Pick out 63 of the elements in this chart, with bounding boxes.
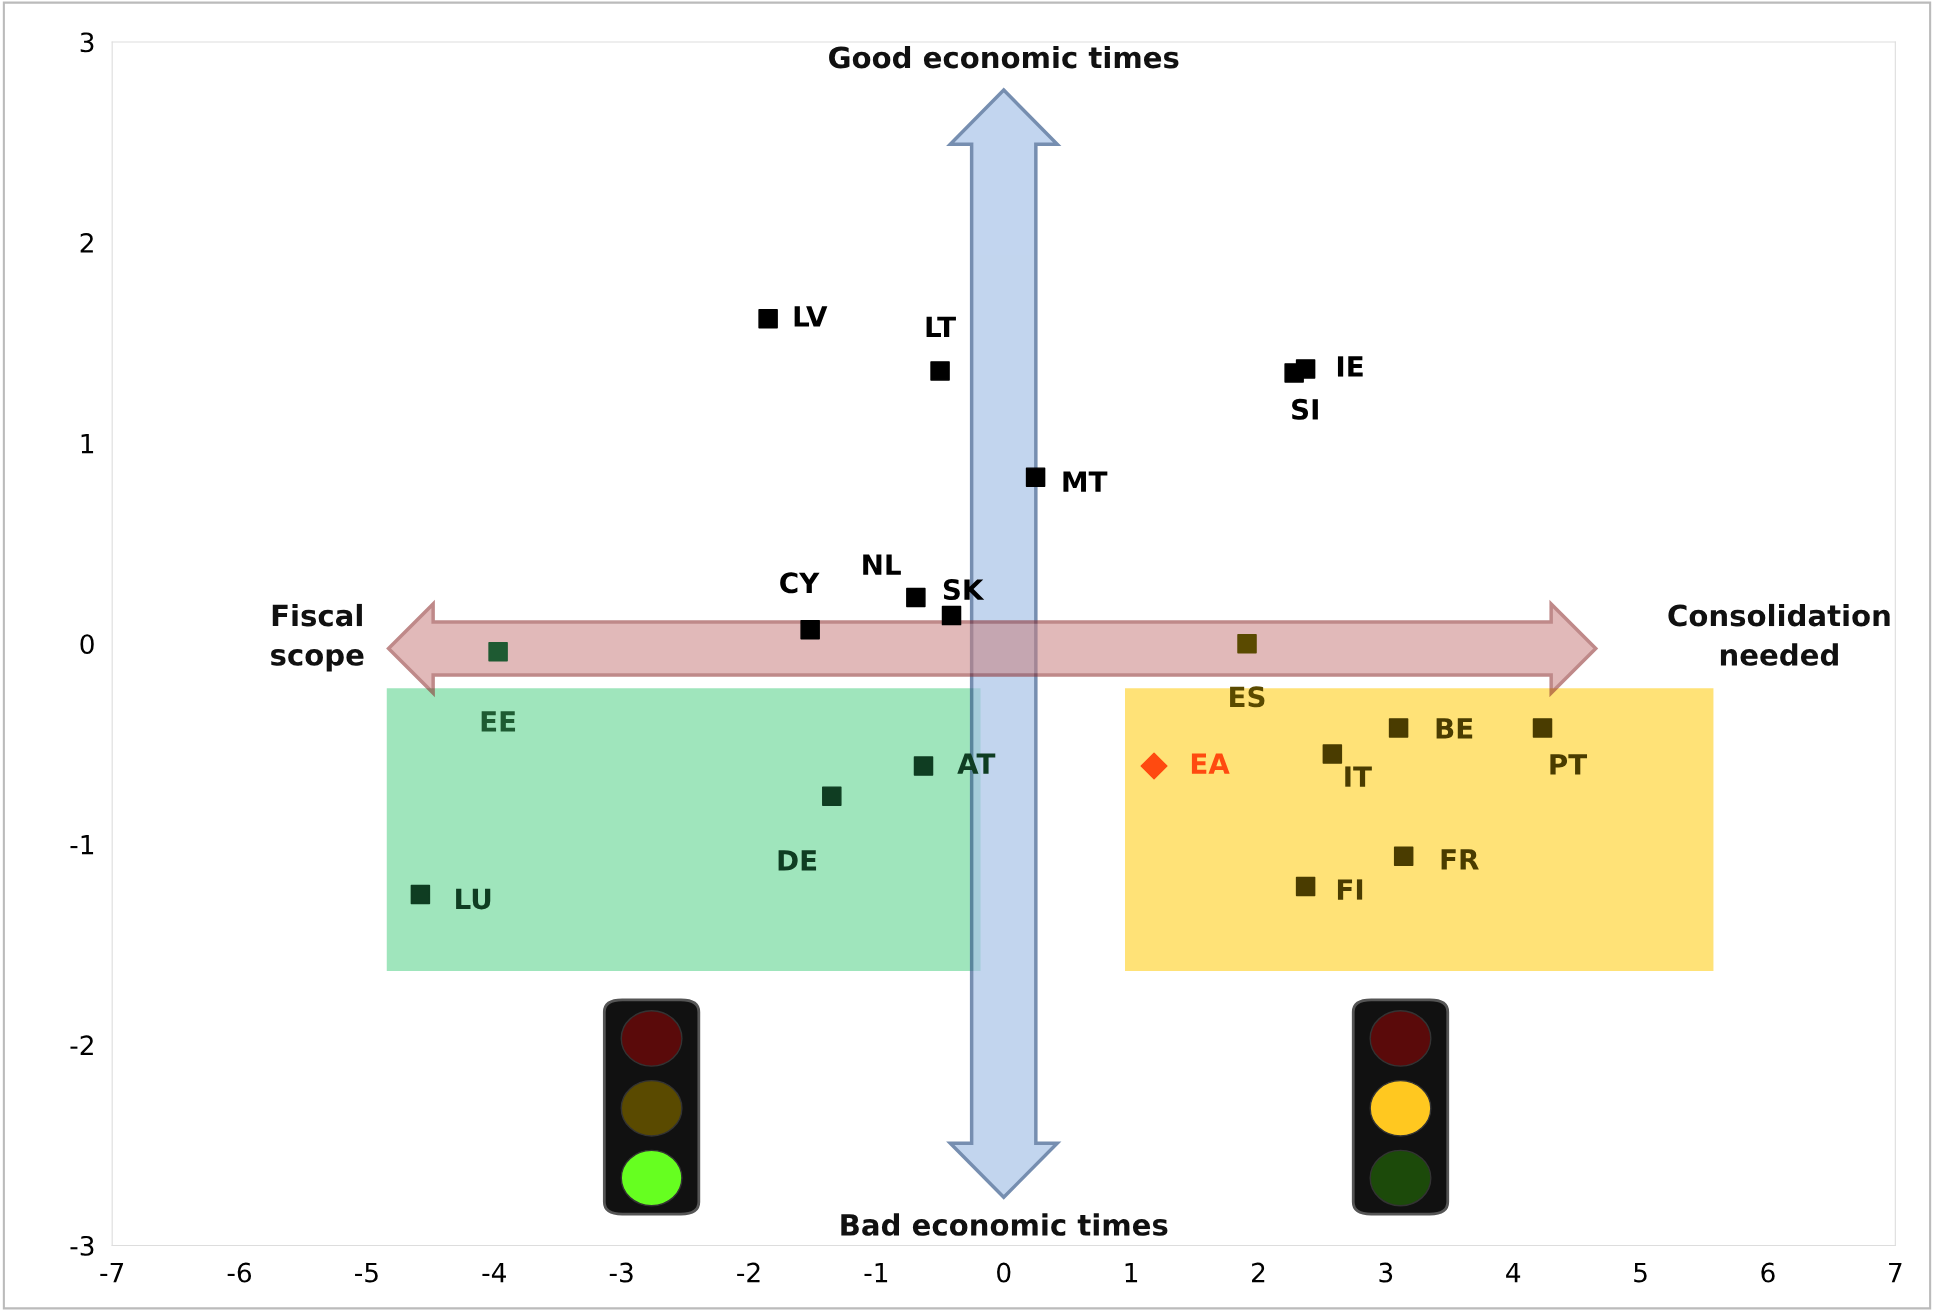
point: [1388, 718, 1409, 738]
y-tick-label: -1: [70, 835, 94, 855]
point: [1237, 633, 1257, 654]
point: [1025, 467, 1046, 487]
x-tick-label: -3: [609, 1262, 633, 1283]
series-label: SI: [1292, 398, 1318, 420]
point: [800, 619, 820, 640]
series-label: LV: [794, 306, 828, 327]
annotation: Good economic times: [829, 45, 1179, 69]
annotation: Fiscal scope: [271, 603, 364, 672]
series-label: PT: [1550, 754, 1588, 775]
series-label: ES: [1230, 686, 1265, 708]
y-tick-label: -2: [70, 1035, 93, 1055]
x-tick-label: -4: [482, 1262, 506, 1283]
point: [913, 756, 934, 776]
series-label: BE: [1436, 718, 1473, 739]
x-tick-label: 6: [1761, 1262, 1775, 1283]
series-label: AT: [957, 753, 996, 774]
x-tick-label: 4: [1506, 1262, 1521, 1283]
annotation: Consolidation needed: [1668, 603, 1890, 666]
series-label: LU: [456, 888, 491, 910]
point: [1295, 876, 1316, 897]
series-label: FR: [1441, 849, 1479, 870]
x-tick-label: -2: [737, 1262, 760, 1283]
y-tick-label: -3: [70, 1235, 94, 1256]
point: [1532, 718, 1553, 738]
point: [941, 605, 962, 626]
series-label: EA: [1191, 753, 1230, 774]
x-tick-label: 0: [997, 1262, 1011, 1283]
x-tick-label: 5: [1634, 1262, 1647, 1283]
series-label: SK: [943, 579, 985, 601]
x-tick-label: -5: [355, 1262, 378, 1283]
y-tick-label: 2: [80, 232, 93, 253]
point: [906, 587, 926, 608]
x-tick-label: -6: [227, 1262, 252, 1283]
y-tick-label: 3: [80, 32, 94, 53]
point: [1322, 744, 1343, 764]
series-label: CY: [780, 572, 820, 594]
y-tick-label: 0: [80, 634, 94, 655]
series-label: NL: [863, 554, 901, 575]
point: [1140, 752, 1168, 780]
y-tick-label: 1: [81, 433, 94, 454]
x-tick-label: 2: [1252, 1262, 1265, 1283]
series-label: IE: [1337, 356, 1363, 377]
series-label: MT: [1063, 471, 1108, 492]
point: [822, 786, 842, 806]
point: [1284, 363, 1304, 383]
series-label: DE: [778, 850, 817, 871]
series-label: LT: [926, 316, 956, 337]
series-label: FI: [1337, 879, 1363, 900]
annotation: Bad economic times: [841, 1213, 1168, 1236]
point: [930, 361, 950, 381]
point: [1393, 846, 1414, 867]
x-tick-label: 7: [1889, 1262, 1902, 1283]
point: [410, 884, 431, 905]
point: [758, 309, 778, 329]
series-label: EE: [481, 711, 516, 732]
x-tick-label: -1: [864, 1262, 888, 1283]
point: [488, 641, 508, 662]
x-tick-label: 1: [1125, 1262, 1138, 1283]
x-tick-label: 3: [1379, 1262, 1393, 1283]
series-label: IT: [1345, 766, 1372, 787]
x-tick-label: -7: [100, 1262, 124, 1283]
